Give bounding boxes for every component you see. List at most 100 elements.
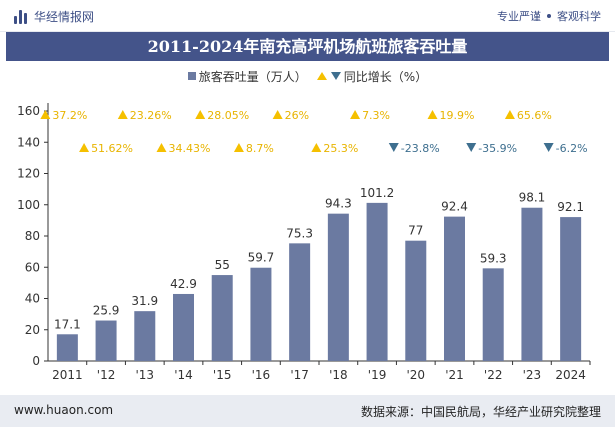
top-bar: 华经情报网 专业严谨 客观科学 <box>0 0 615 32</box>
growth-label: 8.7% <box>246 142 274 155</box>
y-tick-label: 60 <box>25 260 40 274</box>
brand-logo: 华经情报网 <box>14 8 94 25</box>
growth-up-marker <box>311 143 322 152</box>
growth-label: -23.8% <box>401 142 440 155</box>
footer-bar: www.huaon.com 数据来源：中国民航局，华经产业研究院整理 <box>0 395 615 427</box>
chart-title: 2011-2024年南充高坪机场航班旅客吞吐量 <box>147 37 468 56</box>
tagline-left: 专业严谨 <box>497 10 541 23</box>
growth-label: 7.3% <box>362 109 390 122</box>
bar-value-label: 59.7 <box>248 251 275 265</box>
bar <box>521 207 543 361</box>
bar <box>366 202 388 361</box>
logo-text: 华经情报网 <box>34 10 95 24</box>
growth-down-marker <box>388 143 399 152</box>
bar <box>327 213 349 361</box>
y-tick-label: 40 <box>25 292 40 306</box>
logo-bars-icon <box>14 9 28 24</box>
bar <box>134 311 156 361</box>
x-tick-label: '19 <box>368 368 387 382</box>
bar-value-label: 92.1 <box>557 200 584 214</box>
y-tick-label: 100 <box>17 198 40 212</box>
bar-value-label: 98.1 <box>519 191 546 205</box>
y-tick-label: 80 <box>25 229 40 243</box>
x-tick-label: '12 <box>97 368 116 382</box>
growth-up-marker <box>350 110 361 119</box>
growth-up-marker <box>40 110 51 119</box>
x-tick-label: '23 <box>523 368 542 382</box>
bar <box>482 268 504 361</box>
chart-legend: 旅客吞吐量（万人） 同比增长（%） <box>0 67 615 85</box>
bar-value-label: 59.3 <box>480 251 507 265</box>
x-tick-label: '21 <box>445 368 464 382</box>
x-tick-label: '14 <box>174 368 193 382</box>
bar-value-label: 94.3 <box>325 197 352 211</box>
y-tick-label: 0 <box>32 354 40 368</box>
bar-value-label: 42.9 <box>170 277 197 291</box>
y-tick-label: 160 <box>17 104 40 118</box>
growth-up-marker <box>195 110 206 119</box>
growth-down-marker <box>543 143 554 152</box>
y-tick-label: 140 <box>17 135 40 149</box>
bar <box>211 275 233 361</box>
tagline-right: 客观科学 <box>557 10 601 23</box>
bar-value-label: 75.3 <box>286 226 313 240</box>
growth-up-marker <box>117 110 128 119</box>
growth-label: -35.9% <box>478 142 517 155</box>
growth-label: -6.2% <box>556 142 588 155</box>
bar <box>289 243 311 361</box>
bar <box>173 293 194 361</box>
growth-up-marker <box>156 143 167 152</box>
legend-label-growth: 同比增长（%） <box>343 69 428 84</box>
growth-up-marker <box>272 110 283 119</box>
x-tick-label: 2011 <box>52 368 83 382</box>
bar <box>405 240 427 361</box>
growth-label: 37.2% <box>52 109 87 122</box>
x-tick-label: '15 <box>213 368 232 382</box>
bar-value-label: 77 <box>408 224 423 238</box>
x-tick-label: '13 <box>135 368 154 382</box>
growth-up-marker <box>504 110 515 119</box>
growth-label: 28.05% <box>207 109 249 122</box>
legend-item-throughput: 旅客吞吐量（万人） <box>187 68 307 85</box>
growth-label: 25.3% <box>323 142 358 155</box>
triangle-up-icon <box>316 72 327 80</box>
x-tick-label: 2024 <box>555 368 586 382</box>
growth-label: 51.62% <box>91 142 133 155</box>
bar-value-label: 92.4 <box>441 200 468 214</box>
bar <box>250 267 272 361</box>
x-tick-label: '22 <box>484 368 503 382</box>
tagline: 专业严谨 客观科学 <box>497 8 601 24</box>
x-tick-label: '17 <box>290 368 309 382</box>
x-tick-label: '16 <box>252 368 271 382</box>
legend-item-growth: 同比增长（%） <box>316 68 428 85</box>
title-bar: 2011-2024年南充高坪机场航班旅客吞吐量 <box>6 32 609 61</box>
bar <box>444 216 465 361</box>
x-tick-label: '18 <box>329 368 348 382</box>
bar <box>56 334 78 361</box>
bar-value-label: 101.2 <box>360 186 394 200</box>
bar-swatch-icon <box>187 72 196 80</box>
growth-label: 65.6% <box>517 109 552 122</box>
growth-up-marker <box>427 110 438 119</box>
growth-label: 23.26% <box>130 109 172 122</box>
legend-label-throughput: 旅客吞吐量（万人） <box>198 69 307 84</box>
triangle-down-icon <box>330 72 341 80</box>
bar-value-label: 31.9 <box>131 294 158 308</box>
bar <box>95 320 117 361</box>
footer-url: www.huaon.com <box>14 403 114 417</box>
y-tick-label: 20 <box>25 323 40 337</box>
growth-up-marker <box>79 143 90 152</box>
bullet-icon <box>547 14 551 18</box>
growth-label: 26% <box>285 109 309 122</box>
bar-value-label: 55 <box>215 258 230 272</box>
bar-value-label: 25.9 <box>93 304 120 318</box>
bar <box>560 217 582 361</box>
y-tick-label: 120 <box>17 167 40 181</box>
growth-down-marker <box>466 143 477 152</box>
footer-source: 数据来源：中国民航局，华经产业研究院整理 <box>360 405 601 419</box>
growth-up-marker <box>233 143 244 152</box>
growth-label: 19.9% <box>440 109 475 122</box>
bar-value-label: 17.1 <box>54 317 81 331</box>
growth-label: 34.43% <box>169 142 211 155</box>
